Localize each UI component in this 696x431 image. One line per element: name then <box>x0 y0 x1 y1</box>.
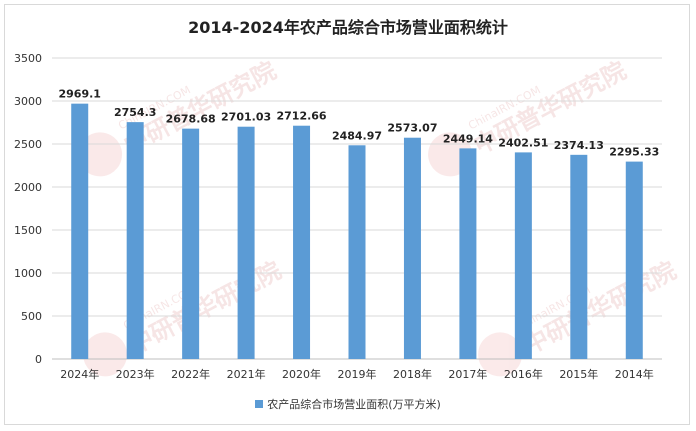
bar <box>570 154 588 359</box>
data-label: 2701.03 <box>221 111 271 124</box>
bar <box>625 161 643 359</box>
watermark-logo <box>83 332 128 377</box>
data-label: 2573.07 <box>387 122 437 135</box>
bar <box>237 126 255 359</box>
y-tick-label: 1500 <box>14 224 42 237</box>
watermark-logo <box>478 332 523 377</box>
y-tick-label: 0 <box>35 353 42 366</box>
data-label: 2712.66 <box>276 110 326 123</box>
y-tick-label: 3500 <box>14 52 42 65</box>
x-tick-label: 2018年 <box>393 367 432 381</box>
x-tick-label: 2024年 <box>60 367 99 381</box>
bar <box>182 128 200 359</box>
x-tick-label: 2022年 <box>171 367 210 381</box>
x-tick-label: 2016年 <box>504 367 543 381</box>
data-label: 2969.1 <box>59 88 101 101</box>
data-label: 2374.13 <box>554 139 604 152</box>
y-tick-label: 2000 <box>14 181 42 194</box>
bar <box>348 145 366 359</box>
chart-title: 2014-2024年农产品综合市场营业面积统计 <box>188 18 508 37</box>
x-tick-label: 2019年 <box>338 367 377 381</box>
data-label: 2402.51 <box>498 136 548 149</box>
y-tick-label: 2500 <box>14 138 42 151</box>
bar <box>293 125 311 359</box>
legend-swatch <box>255 400 264 408</box>
data-label: 2449.14 <box>443 132 493 145</box>
y-tick-label: 3000 <box>14 95 42 108</box>
bar <box>126 122 144 359</box>
legend: 农产品综合市场营业面积(万平方米) <box>0 396 696 412</box>
bar <box>71 103 89 359</box>
x-tick-label: 2014年 <box>615 367 654 381</box>
data-label: 2678.68 <box>166 113 216 126</box>
y-tick-label: 1000 <box>14 267 42 280</box>
x-tick-label: 2015年 <box>559 367 598 381</box>
data-label: 2295.33 <box>609 146 659 159</box>
y-tick-label: 500 <box>21 310 42 323</box>
data-label: 2484.97 <box>332 129 382 142</box>
data-label: 2754.3 <box>114 106 156 119</box>
bar <box>514 152 532 359</box>
legend-label: 农产品综合市场营业面积(万平方米) <box>267 398 441 411</box>
bar <box>403 137 421 359</box>
x-tick-label: 2017年 <box>448 367 487 381</box>
bar <box>459 148 477 359</box>
x-tick-label: 2020年 <box>282 367 321 381</box>
x-tick-label: 2023年 <box>116 367 155 381</box>
x-tick-label: 2021年 <box>227 367 266 381</box>
watermark-logo <box>78 132 123 177</box>
